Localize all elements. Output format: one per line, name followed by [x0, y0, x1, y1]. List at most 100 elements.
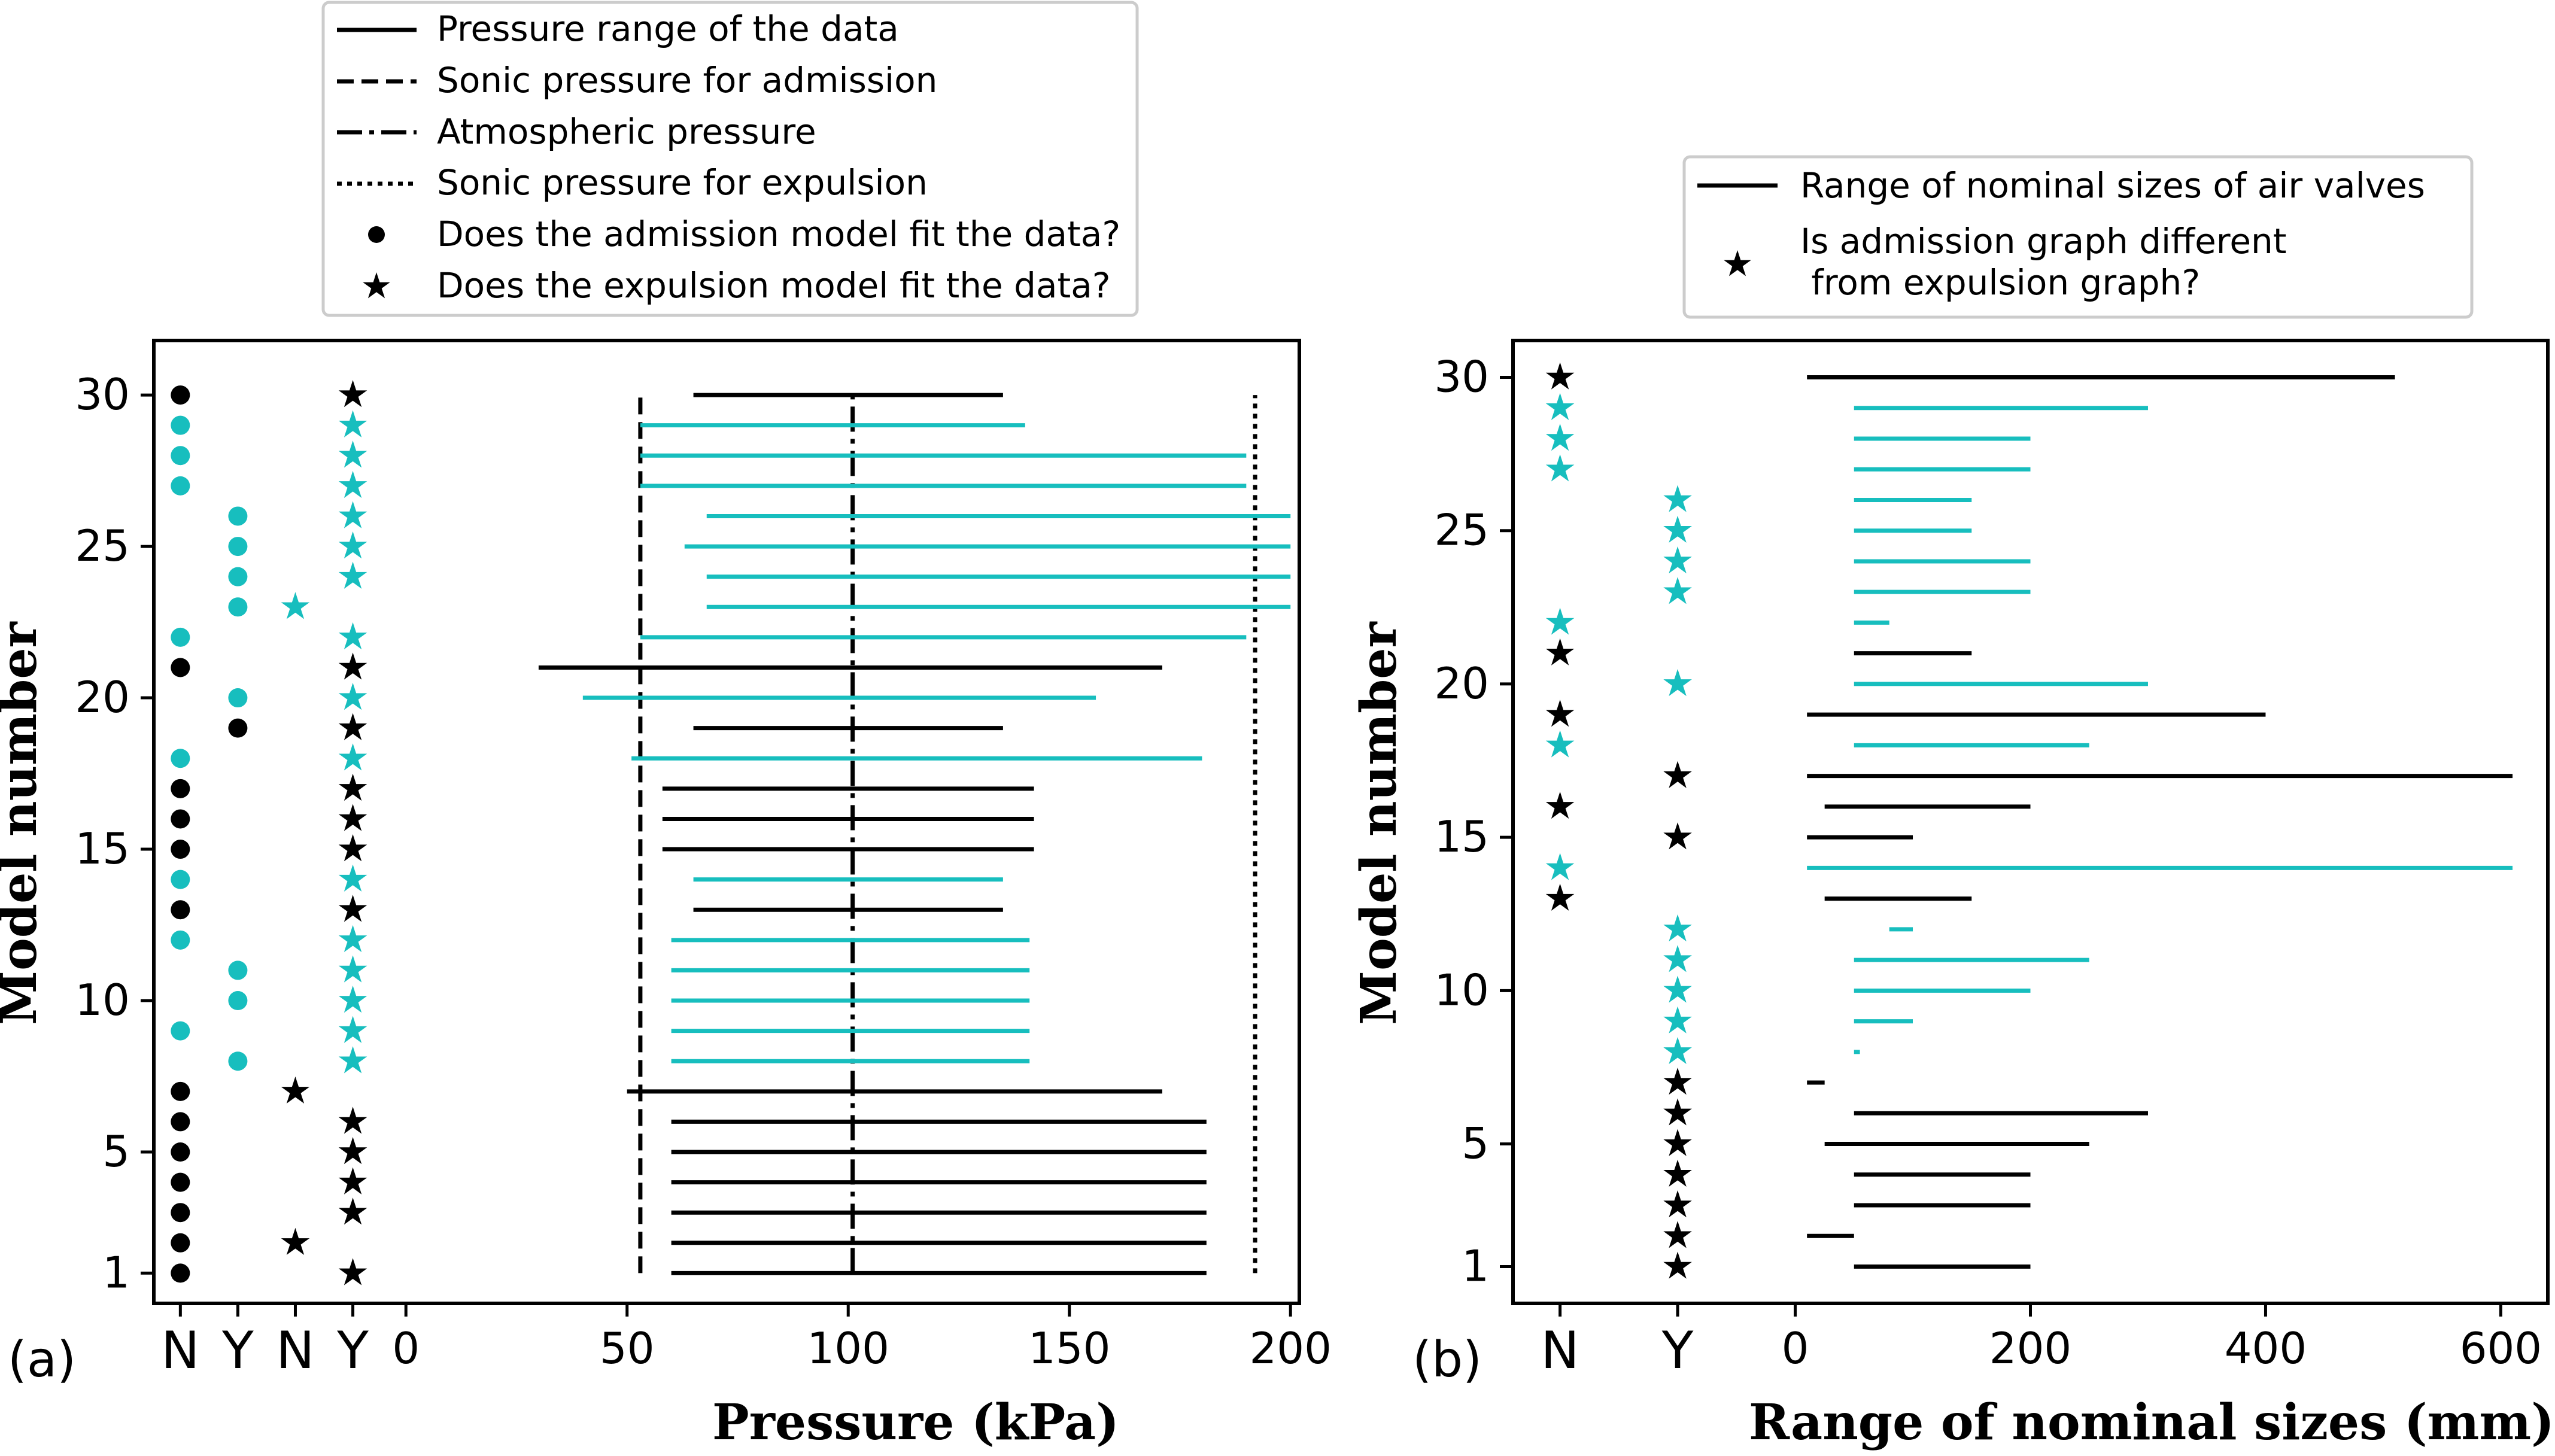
difference-star-model-19: [1545, 700, 1575, 727]
admission-dot-model-28: [171, 446, 190, 466]
panel-a: Pressure range of the data Sonic pressur…: [0, 1, 1332, 1451]
plot-frame-b: [1511, 339, 2550, 1305]
y-axis-label-a: Model number: [0, 621, 48, 1025]
admission-dot-model-4: [171, 1172, 190, 1192]
legend-a-frame: [321, 1, 1139, 317]
y-tick-label: 10: [1434, 965, 1489, 1015]
admission-dot-model-16: [171, 809, 190, 829]
y-tick-label: 20: [1434, 658, 1489, 709]
expulsion-star-model-28: [338, 440, 367, 468]
difference-star-model-13: [1545, 883, 1575, 911]
expulsion-star-model-2: [281, 1227, 310, 1256]
category-tick-label: N: [1541, 1321, 1579, 1381]
admission-dot-model-18: [171, 749, 190, 768]
legend-a-label-5: Does the expulsion model fit the data?: [437, 265, 1111, 306]
admission-dot-model-23: [228, 597, 248, 617]
admission-dot-model-21: [171, 658, 190, 677]
expulsion-star-model-7: [281, 1076, 310, 1104]
expulsion-star-model-26: [338, 501, 367, 528]
difference-star-model-7: [1663, 1068, 1692, 1095]
admission-dot-model-11: [228, 960, 248, 980]
admission-dot-model-3: [171, 1203, 190, 1223]
legend-b: Range of nominal sizes of air valves Is …: [1682, 155, 2474, 319]
expulsion-star-model-30: [338, 380, 367, 408]
difference-star-model-9: [1663, 1006, 1692, 1034]
admission-dot-model-20: [228, 688, 248, 708]
y-tick-label: 15: [1434, 811, 1489, 862]
difference-star-model-21: [1545, 638, 1575, 665]
category-tick-label: Y: [1661, 1321, 1694, 1381]
difference-star-model-16: [1545, 791, 1575, 819]
admission-dot-model-26: [228, 506, 248, 526]
y-tick-label: 30: [1434, 351, 1489, 402]
expulsion-star-model-18: [338, 743, 367, 771]
admission-dot-model-1: [171, 1263, 190, 1283]
x-axis-label-a: Pressure (kPa): [712, 1394, 1119, 1451]
difference-star-model-24: [1663, 546, 1692, 574]
difference-star-model-23: [1663, 577, 1692, 604]
expulsion-star-model-6: [338, 1107, 367, 1134]
legend-a: Pressure range of the data Sonic pressur…: [321, 1, 1139, 317]
y-tick-label: 1: [102, 1247, 130, 1297]
difference-star-model-14: [1545, 853, 1575, 880]
legend-a-label-2: Atmospheric pressure: [437, 111, 816, 152]
difference-star-model-17: [1663, 761, 1692, 788]
markers-b: [1545, 362, 1692, 1279]
category-tick-label: N: [276, 1321, 314, 1381]
admission-dot-model-9: [171, 1021, 190, 1041]
difference-star-model-10: [1663, 975, 1692, 1003]
panel-label-a: (a): [8, 1332, 76, 1388]
difference-star-model-20: [1663, 668, 1692, 697]
expulsion-star-model-8: [338, 1046, 367, 1074]
y-tick-label: 30: [75, 369, 130, 420]
expulsion-star-model-10: [338, 986, 367, 1013]
pressure-ranges: [538, 393, 1291, 1275]
difference-star-model-12: [1663, 914, 1692, 942]
y-axis-label-b: Model number: [1350, 621, 1408, 1025]
x-axis-label-b: Range of nominal sizes (mm): [1749, 1394, 2554, 1451]
admission-dot-model-24: [228, 567, 248, 586]
x-tick-label: 50: [600, 1323, 655, 1373]
panel-b: Range of nominal sizes of air valves Is …: [1350, 155, 2554, 1451]
legend-b-label-1a: Is admission graph different: [1800, 221, 2287, 262]
legend-b-label-0: Range of nominal sizes of air valves: [1800, 165, 2425, 206]
difference-star-model-27: [1545, 454, 1575, 482]
size-ranges: [1807, 375, 2513, 1269]
reference-lines-a: [638, 395, 1257, 1273]
expulsion-star-model-17: [338, 773, 367, 801]
difference-star-model-8: [1663, 1036, 1692, 1065]
x-tick-label: 100: [807, 1323, 889, 1373]
legend-a-label-3: Sonic pressure for expulsion: [437, 162, 928, 203]
difference-star-model-1: [1663, 1251, 1692, 1279]
expulsion-star-model-15: [338, 834, 367, 862]
y-tick-label: 25: [75, 521, 130, 571]
expulsion-star-model-1: [338, 1258, 367, 1285]
difference-star-model-2: [1663, 1221, 1692, 1248]
expulsion-star-model-13: [338, 895, 367, 922]
expulsion-star-model-12: [338, 925, 367, 953]
x-tick-label: 600: [2460, 1323, 2542, 1373]
legend-b-label-1b: from expulsion graph?: [1800, 262, 2200, 303]
expulsion-star-model-24: [338, 561, 367, 589]
category-tick-label: Y: [336, 1321, 369, 1381]
admission-dot-model-14: [171, 870, 190, 889]
expulsion-star-model-22: [338, 622, 367, 650]
admission-dot-model-22: [171, 627, 190, 647]
admission-dot-model-7: [171, 1081, 190, 1101]
y-tick-label: 5: [102, 1126, 130, 1177]
difference-star-model-28: [1545, 423, 1575, 451]
difference-star-model-15: [1663, 822, 1692, 850]
difference-star-model-6: [1663, 1098, 1692, 1126]
admission-dot-model-29: [171, 415, 190, 435]
x-tick-label: 400: [2225, 1323, 2307, 1373]
legend-a-dot-swatch: [368, 226, 385, 243]
difference-star-model-5: [1663, 1129, 1692, 1156]
difference-star-model-4: [1663, 1159, 1692, 1187]
legend-a-label-0: Pressure range of the data: [437, 8, 899, 49]
expulsion-star-model-9: [338, 1016, 367, 1043]
admission-dot-model-8: [228, 1051, 248, 1071]
markers-a: [171, 380, 367, 1285]
legend-a-label-4: Does the admission model fit the data?: [437, 214, 1120, 254]
